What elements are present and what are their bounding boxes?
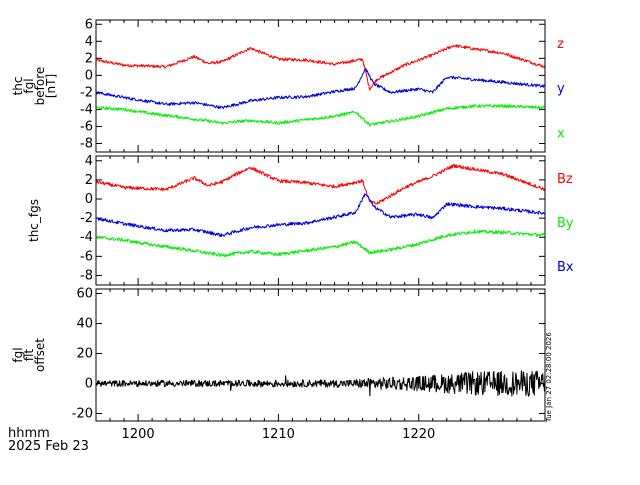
y-tick-label: 20	[76, 347, 93, 362]
y-tick-label: 40	[76, 317, 93, 332]
y-axis-label: flt	[22, 349, 36, 362]
y-tick-label: -4	[80, 102, 93, 117]
legend-label-By: By	[557, 216, 574, 231]
legend-label-z: z	[557, 37, 564, 52]
legend-label-Bx: Bx	[557, 260, 574, 275]
series-line-trace	[95, 370, 546, 397]
panel-frame	[95, 19, 546, 153]
creation-timestamp: Tue Jan 27 02:28:00 2026	[545, 332, 553, 423]
y-tick-label: 2	[85, 173, 93, 188]
series-line-Bx	[95, 193, 546, 237]
y-tick-label: -2	[80, 211, 93, 226]
y-axis-label: [nT]	[44, 74, 58, 98]
series-line-By	[95, 229, 546, 257]
legend-label-y: y	[557, 82, 565, 97]
y-axis-label: fgl	[22, 78, 36, 93]
x-tick-label: 1220	[402, 427, 435, 442]
y-axis-label: before	[33, 67, 47, 106]
series-line-x	[95, 104, 546, 127]
y-tick-label: -6	[80, 249, 93, 264]
date-label: 2025 Feb 23	[8, 439, 89, 454]
y-tick-label: 0	[85, 68, 93, 83]
legend-label-x: x	[557, 127, 565, 142]
y-tick-label: 4	[85, 154, 93, 169]
panels: -8-6-4-20246thcfglbefore[nT]zyx-8-6-4-20…	[11, 17, 574, 442]
y-tick-label: 4	[85, 34, 93, 49]
y-axis-label: fgl	[11, 347, 25, 362]
series-line-z	[95, 44, 546, 91]
panel-frame	[95, 288, 546, 422]
y-tick-label: -8	[80, 136, 93, 151]
time-format-label: hhmm	[8, 426, 50, 441]
y-tick-label: -2	[80, 85, 93, 100]
y-axis-label: offset	[33, 338, 47, 372]
legend-label-Bz: Bz	[557, 172, 573, 187]
y-tick-label: 0	[85, 377, 93, 392]
y-tick-label: -8	[80, 268, 93, 283]
y-axis-label: thc	[11, 77, 25, 96]
y-tick-label: -20	[72, 407, 93, 422]
series-line-Bz	[95, 163, 546, 205]
y-tick-label: 0	[85, 192, 93, 207]
y-tick-label: 2	[85, 51, 93, 66]
series-line-y	[95, 68, 546, 110]
panel-2: -8 -6 -4 -2 0 2 4 thc_fgs Bz By Bx	[27, 154, 574, 286]
y-tick-label: 60	[76, 287, 93, 302]
y-tick-label: -4	[80, 230, 93, 245]
y-tick-label: -6	[80, 119, 93, 134]
y-tick-label: 6	[85, 17, 93, 32]
x-tick-label: 1200	[122, 427, 155, 442]
y-axis-label: thc_fgs	[27, 199, 41, 242]
x-tick-label: 1210	[262, 427, 295, 442]
